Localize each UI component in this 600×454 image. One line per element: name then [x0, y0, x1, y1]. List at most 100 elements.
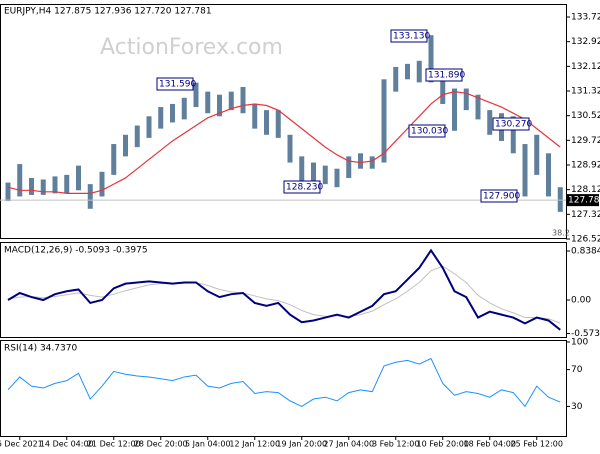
price-bar [534, 134, 540, 175]
price-bar [87, 184, 93, 209]
macd-tick-label: 0.00 [571, 296, 591, 306]
annotation: 133.130 [393, 32, 430, 42]
price-bar [205, 91, 211, 114]
price-bar [146, 116, 152, 138]
y-tick-label: 129.720 [571, 136, 600, 146]
x-tick-label: 3 Feb 12:00 [372, 440, 419, 449]
price-bar [440, 73, 446, 104]
price-bar [487, 110, 493, 135]
price-bar [76, 165, 81, 191]
price-bar [311, 162, 316, 182]
price-bar [64, 174, 70, 194]
price-bar [40, 179, 46, 195]
annotation-box [480, 189, 518, 203]
y-tick-label: 130.520 [571, 111, 600, 121]
price-bar [322, 165, 328, 185]
x-tick-label: 6 Dec 2021 [0, 440, 43, 449]
price-bar [134, 125, 140, 148]
price-panel [0, 4, 567, 239]
annotation: 131.890 [428, 71, 465, 81]
annotation: 127.900 [483, 192, 520, 202]
y-tick-label: 132.120 [571, 62, 600, 72]
price-bar [546, 153, 551, 197]
x-tick-label: 21 Dec 12:00 [87, 440, 141, 449]
price-bar [193, 82, 199, 108]
annotation-box [425, 68, 463, 82]
x-tick-label: 18 Feb 04:00 [464, 440, 516, 449]
x-tick-label: 27 Jan 04:00 [323, 440, 374, 449]
price-bar [275, 110, 281, 138]
price-bar [522, 144, 528, 197]
y-tick-label: 128.120 [571, 185, 600, 195]
price-bar [428, 35, 434, 83]
y-tick-label: 133.720 [571, 13, 600, 23]
price-bar [416, 60, 422, 83]
rsi-tick-label: 100 [571, 338, 588, 348]
x-tick-label: 19 Jan 20:00 [276, 440, 327, 449]
last-price-label: 127.781 [568, 196, 600, 206]
rsi-tick-label: 30 [571, 402, 583, 412]
annotation: 130.270 [495, 120, 532, 130]
price-bar [158, 107, 164, 129]
price-bar [252, 103, 258, 129]
annotation-box [283, 180, 321, 194]
macd-tick-label: -0.5735 [571, 329, 600, 339]
x-tick-label: 25 Feb 12:00 [511, 440, 563, 449]
price-bar [510, 116, 516, 154]
price-bar [393, 66, 399, 92]
price-bar [287, 134, 293, 163]
price-bar [346, 156, 352, 178]
line [7, 265, 561, 324]
price-bar [17, 164, 23, 197]
y-tick-label: 131.320 [571, 87, 600, 97]
price-bar [381, 79, 387, 163]
price-bar [334, 168, 340, 188]
price-bar [123, 134, 128, 157]
macd-tick-label: 0.8384 [571, 247, 600, 257]
x-tick-label: 14 Dec 04:00 [40, 440, 94, 449]
annotation: 131.590 [159, 80, 196, 90]
annotation-box [408, 124, 446, 138]
price-bar [463, 88, 469, 111]
y-tick-label: 126.520 [571, 235, 600, 245]
annotation-box [492, 117, 530, 131]
price-bar [264, 110, 269, 135]
price-bar [170, 103, 175, 123]
macd-title: MACD(12,26,9) -0.5093 -0.3975 [4, 246, 148, 256]
price-bar [5, 182, 11, 202]
price-bar [240, 87, 246, 114]
price-bar [369, 156, 375, 169]
price-bar [358, 153, 363, 169]
annotation: 130.030 [411, 127, 448, 137]
x-tick-label: 5 Jan 04:00 [185, 440, 231, 449]
rsi-title: RSI(14) 34.7370 [4, 344, 77, 354]
price-bar [52, 176, 58, 194]
y-tick-label: 127.320 [571, 210, 600, 220]
price-bar [99, 171, 105, 197]
last-price-tag [566, 194, 599, 207]
price-bar [29, 177, 34, 195]
annotation: 38.2 [552, 229, 570, 238]
price-bar [405, 63, 410, 80]
line [7, 248, 561, 331]
annotation-box [156, 77, 194, 91]
line [7, 91, 561, 194]
macd-panel [0, 242, 567, 338]
price-bar [452, 88, 457, 131]
line [7, 357, 561, 408]
rsi-tick-label: 70 [571, 365, 583, 375]
price-bar [181, 97, 187, 120]
annotation-box [390, 29, 428, 43]
price-bar [299, 156, 305, 187]
price-bar [557, 187, 563, 212]
x-tick-label: 10 Feb 20:00 [417, 440, 469, 449]
price-bar [475, 94, 481, 120]
y-tick-label: 128.920 [571, 161, 600, 171]
chart-title: EURJPY,H4 127.875 127.936 127.720 127.78… [4, 7, 212, 17]
price-bar [228, 91, 234, 111]
watermark: ActionForex.com [100, 35, 283, 60]
annotation: 128.230 [286, 183, 323, 193]
x-tick-label: 28 Dec 20:00 [134, 440, 188, 449]
